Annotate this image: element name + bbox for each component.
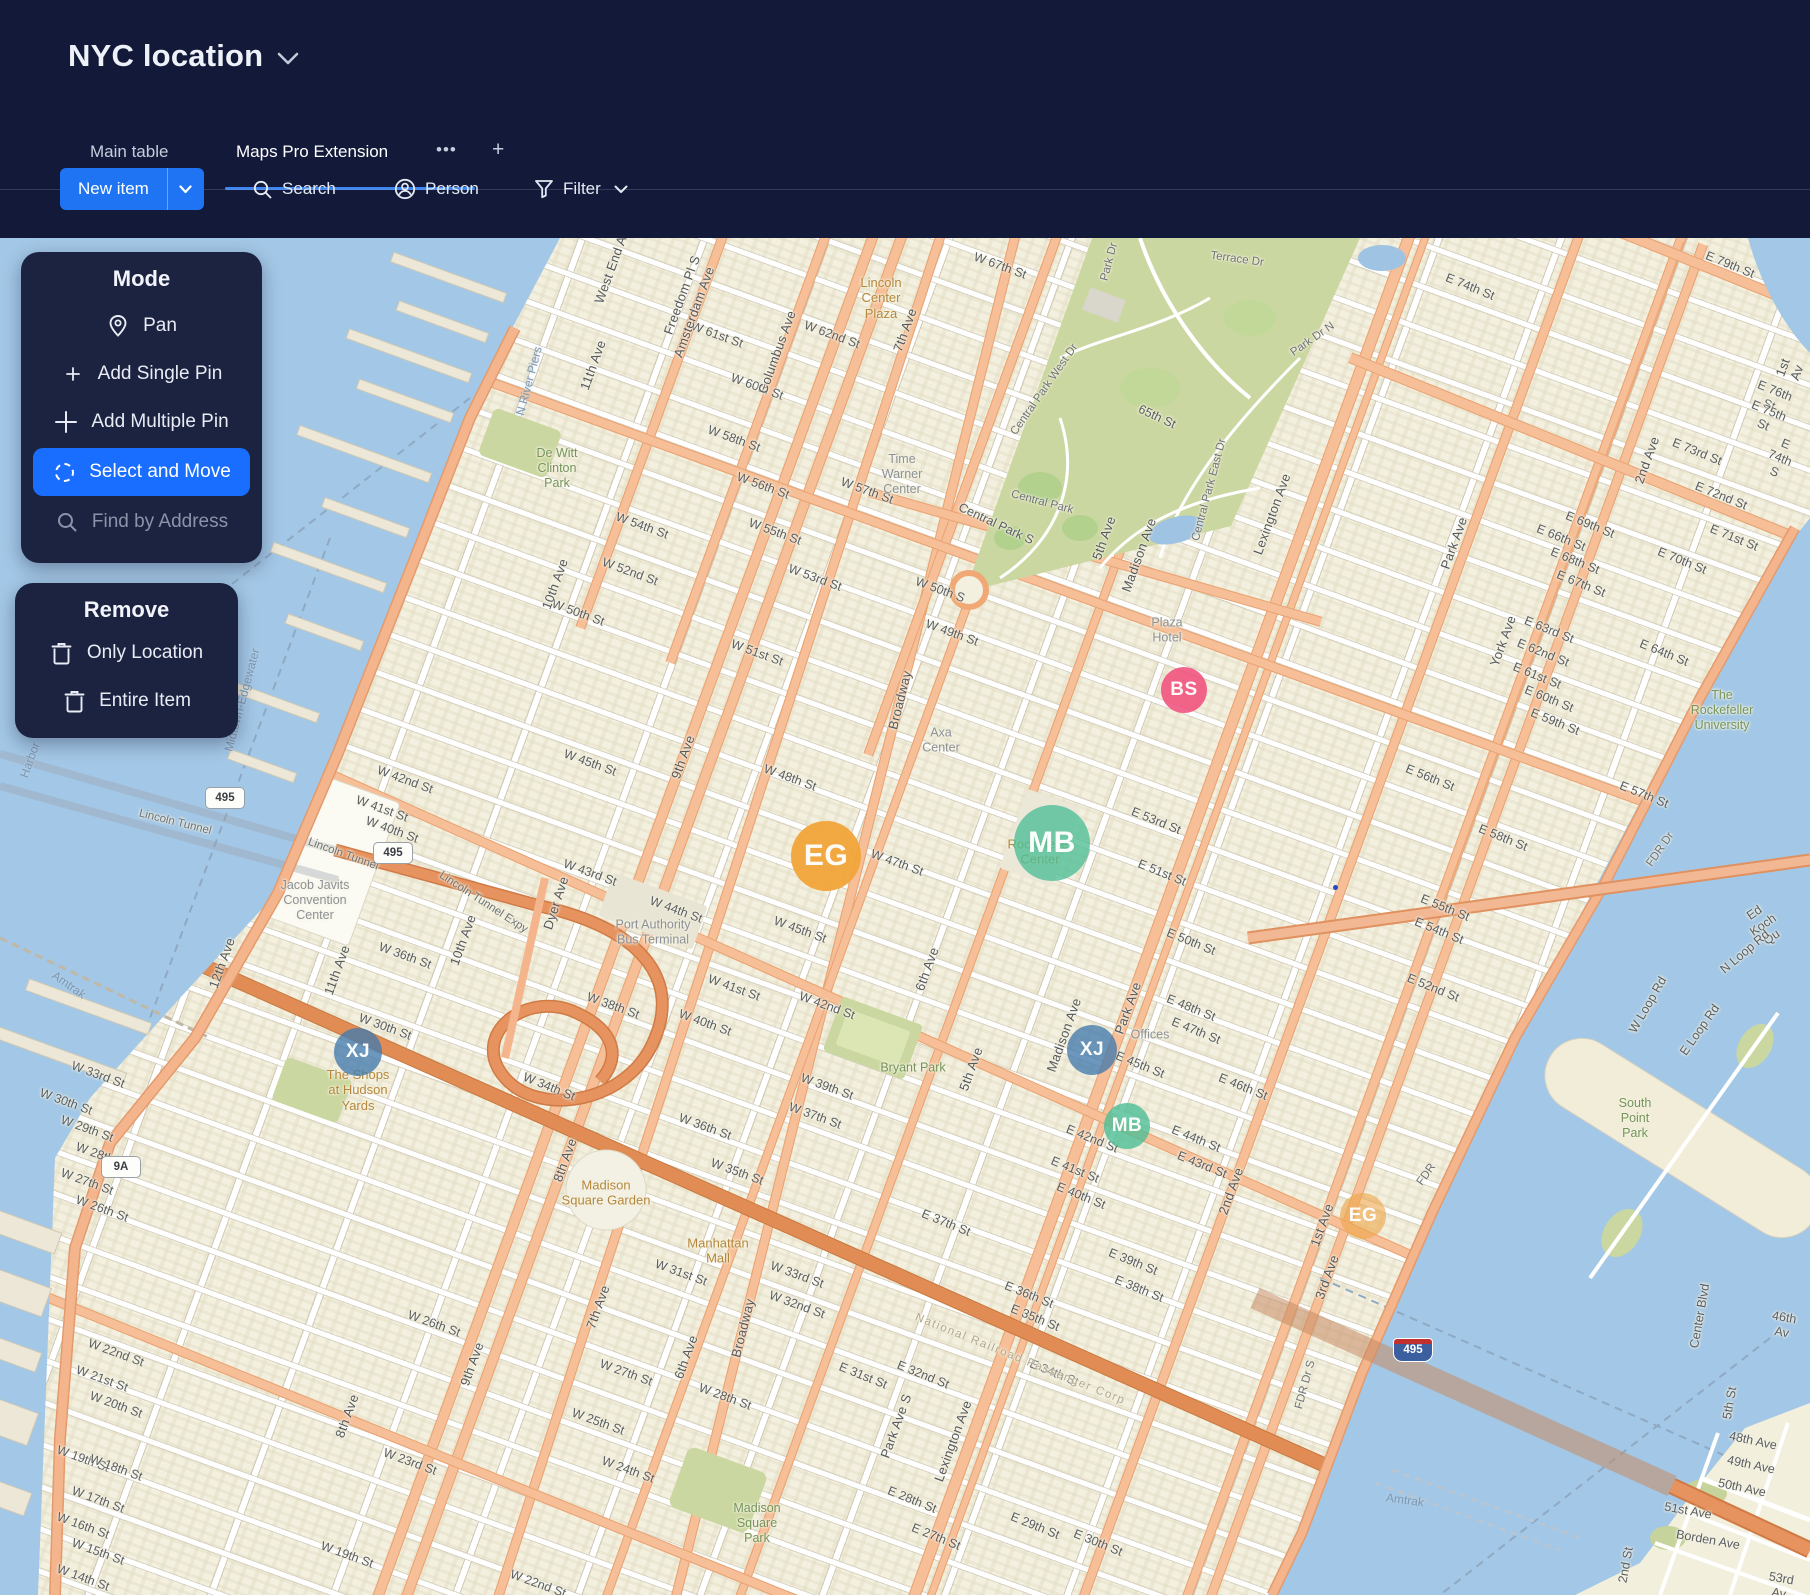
remove-item-entire-item[interactable]: Entire Item [15, 677, 238, 725]
chevron-down-icon[interactable] [614, 185, 628, 194]
filter-label: Filter [563, 179, 601, 198]
search-button[interactable]: Search [252, 168, 336, 210]
search-label: Search [282, 179, 336, 198]
map-overlay [0, 238, 1810, 1595]
person-icon [394, 178, 416, 200]
new-item-dropdown[interactable] [166, 168, 204, 210]
chevron-down-icon [179, 184, 192, 193]
map-pins: EG MB BS XJ XJ MB EG [0, 238, 1810, 1595]
east-river [1268, 238, 1810, 1595]
tab-maps-pro-extension[interactable]: Maps Pro Extension [236, 142, 389, 161]
new-item-button[interactable]: New item [60, 168, 204, 210]
filter-icon [535, 180, 553, 199]
map-pin-bs[interactable]: BS [1161, 667, 1207, 713]
person-label: Person [425, 179, 479, 198]
remove-item-label: Entire Item [99, 690, 191, 711]
plus-small-icon [61, 366, 85, 382]
mode-item-add-single-pin[interactable]: Add Single Pin [21, 350, 262, 398]
remove-panel: Remove Only Location Entire Item [15, 583, 238, 738]
new-item-label[interactable]: New item [78, 179, 149, 198]
tab-main-table[interactable]: Main table [90, 142, 169, 161]
magnifier-icon [55, 511, 79, 533]
mode-panel-title: Mode [112, 266, 171, 291]
mode-panel: Mode Pan Add Single Pin Add Multiple Pin Se… [21, 252, 262, 563]
map-pin-mb[interactable]: MB [1104, 1103, 1150, 1149]
route-shield-495: 495 [1393, 1338, 1433, 1362]
pan-pin-icon [106, 314, 130, 338]
mode-item-label: Select and Move [89, 461, 231, 482]
route-shield-495: 495 [373, 842, 413, 864]
search-icon [253, 180, 272, 198]
mode-item-find-by-address[interactable]: Find by Address [21, 498, 262, 546]
route-shield-495: 495 [205, 787, 245, 809]
tabs-row: Main table Maps Pro Extension ••• + [0, 136, 1810, 191]
person-button[interactable]: Person [394, 168, 479, 210]
cursor-dot [1333, 885, 1338, 890]
board-header: NYC location Main table Maps Pro Extensi… [0, 0, 1810, 238]
plus-large-icon [54, 410, 78, 434]
mode-item-label: Pan [143, 315, 177, 336]
remove-item-only-location[interactable]: Only Location [15, 629, 238, 677]
map-pin-xj[interactable]: XJ [1067, 1025, 1117, 1075]
remove-panel-title: Remove [83, 597, 170, 622]
route-shield-9a: 9A [101, 1156, 141, 1178]
map-pin-eg[interactable]: EG [1340, 1193, 1386, 1239]
central-park [965, 238, 1406, 592]
active-tab-underline [225, 187, 475, 190]
dashed-circle-icon [52, 462, 76, 482]
highways [49, 325, 1810, 1595]
mode-item-label: Find by Address [91, 511, 229, 532]
map-pin-mb[interactable]: MB [1014, 805, 1090, 881]
trash-icon [62, 690, 86, 713]
trash-icon [50, 642, 74, 665]
mode-item-select-and-move[interactable]: Select and Move [33, 448, 250, 496]
mode-item-label: Add Single Pin [97, 363, 223, 384]
mode-item-add-multiple-pin[interactable]: Add Multiple Pin [21, 398, 262, 446]
mode-item-pan[interactable]: Pan [21, 302, 262, 350]
map-pin-xj[interactable]: XJ [334, 1028, 382, 1076]
tab-more-icon[interactable]: ••• [436, 140, 457, 159]
add-tab-icon[interactable]: + [492, 138, 505, 161]
chevron-down-icon [278, 52, 299, 65]
toolbar: New item Search Person Filter [0, 168, 1810, 210]
board-title-text: NYC location [68, 38, 264, 73]
piers [0, 251, 508, 1517]
filter-button[interactable]: Filter [534, 168, 628, 210]
roosevelt-island [1544, 1011, 1810, 1280]
mode-item-label: Add Multiple Pin [91, 411, 229, 432]
tabs-divider [0, 189, 1810, 190]
remove-item-label: Only Location [86, 642, 204, 663]
map-canvas[interactable]: W 67th St W 62nd St W 61st St W 60th St W 58… [0, 238, 1810, 1595]
map-pin-eg[interactable]: EG [791, 821, 861, 891]
board-title[interactable]: NYC location [68, 38, 299, 74]
